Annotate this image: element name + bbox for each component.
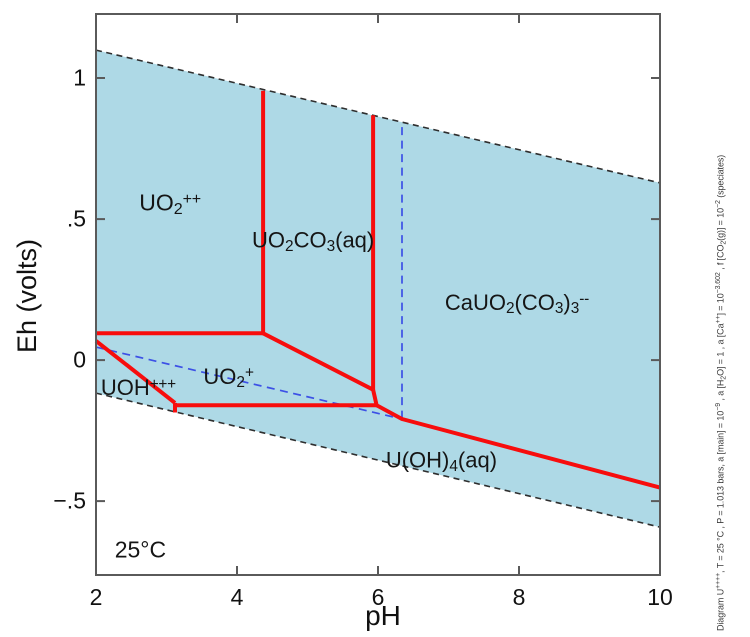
region-label-uo2-2plus: UO2++	[139, 189, 201, 218]
y-axis-title: Eh (volts)	[12, 238, 42, 354]
black-dashed-lines-group	[95, 49, 661, 528]
x-tick-label-4: 4	[230, 584, 244, 610]
boundary-h2o-h2-limit	[95, 392, 661, 528]
y-tick-label--0.5: −.5	[53, 487, 86, 514]
y-tick-label-1: 1	[73, 64, 86, 91]
red-boundaries-group	[94, 90, 661, 490]
x-tick-label-10: 10	[647, 584, 673, 610]
diagram-conditions-caption: Diagram U++++, T = 25 °C , P = 1.013 bar…	[715, 154, 728, 631]
region-label-uo2co3-aq: UO2CO3(aq)	[252, 228, 375, 256]
region-label-temperature: 25°C	[114, 536, 167, 563]
region-label-u-oh4-aq: U(OH)4(aq)	[385, 447, 498, 475]
water-stability-region	[96, 50, 660, 528]
y-tick-label-0.5: .5	[66, 205, 86, 232]
axes-frame-group	[95, 13, 661, 576]
boundary-cauo2co33-uoh4	[371, 389, 661, 490]
region-label-uo2-plus: UO2+	[203, 363, 254, 391]
boundary-uo2co3-uo2p	[262, 331, 375, 392]
x-tick-label-8: 8	[512, 584, 526, 610]
water-stability-region-group	[96, 50, 660, 528]
region-label-cauo2-co33: CaUO2(CO3)3--	[444, 289, 589, 317]
x-tick-label-2: 2	[89, 584, 103, 610]
boundary-o2-h2o-limit	[95, 49, 661, 184]
x-tick-label-6: 6	[371, 584, 385, 610]
y-tick-label-0: 0	[73, 346, 86, 373]
region-label-uoh-3plus: UOH+++	[100, 375, 176, 401]
x-axis-title: pH	[365, 600, 401, 631]
boundary-uohppp-uo2p	[94, 339, 177, 405]
